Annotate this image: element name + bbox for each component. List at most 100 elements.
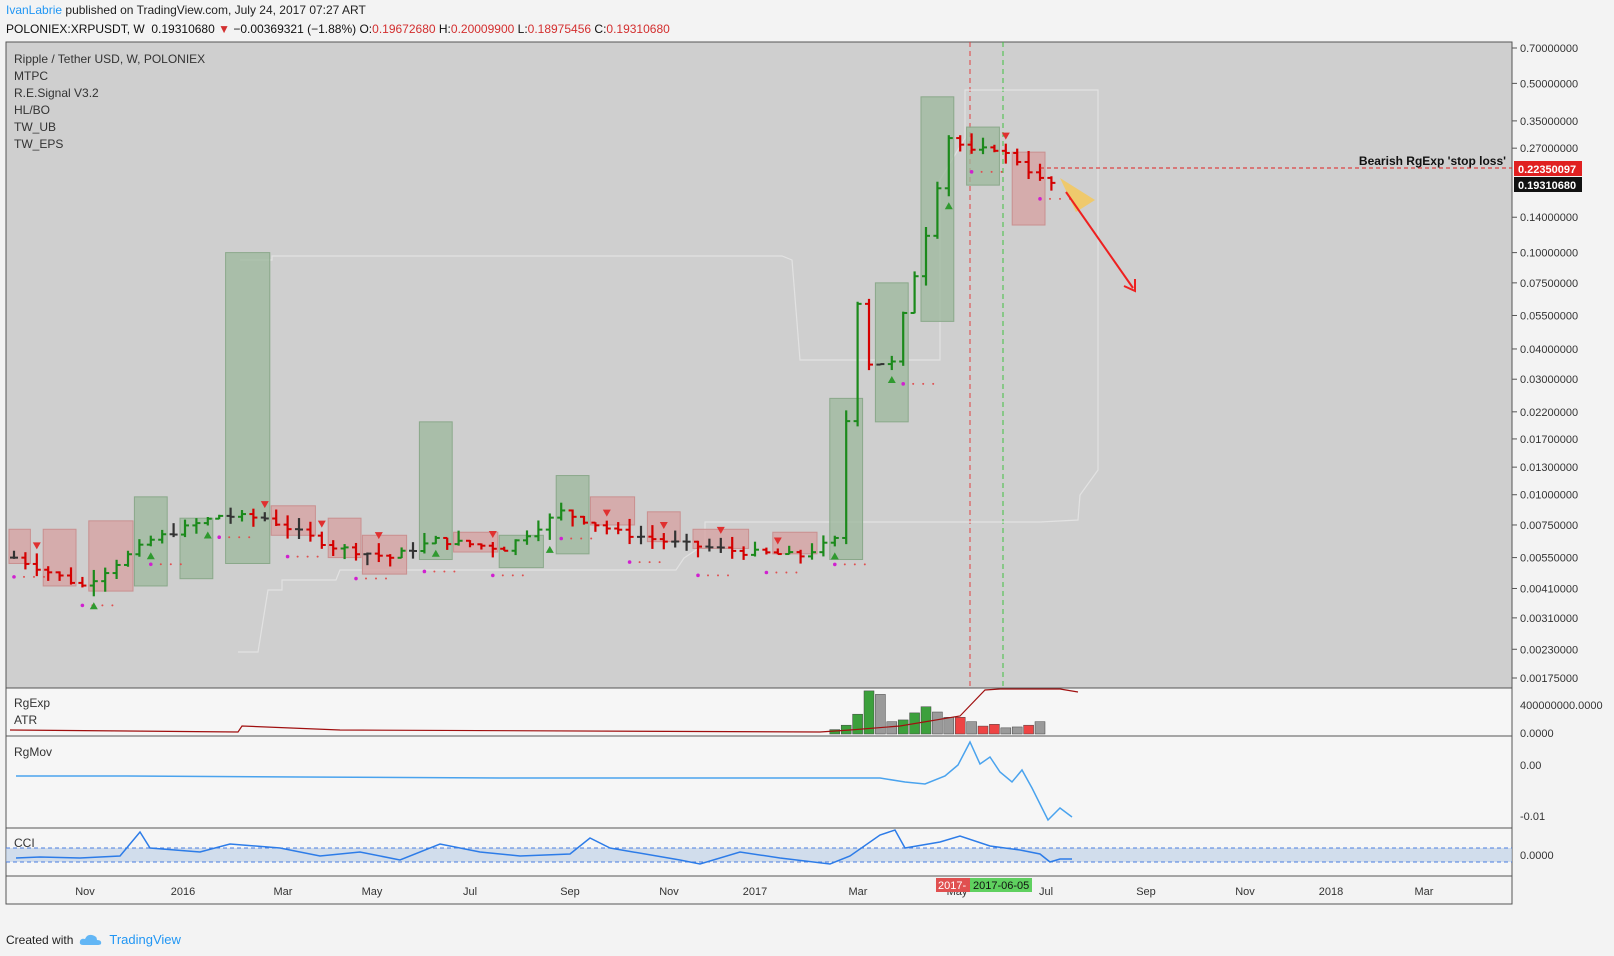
rgexp-bar (897, 719, 909, 735)
y-tick-label: 0.35000000 (1520, 116, 1578, 128)
signal-dot-trail (238, 536, 241, 539)
author-link[interactable]: IvanLabrie (6, 3, 63, 17)
signal-dot-trail (912, 382, 915, 385)
projection-arrowhead (1123, 279, 1136, 293)
y-tick-label: 0.04000000 (1520, 344, 1578, 356)
signal-dot-trail (717, 574, 719, 577)
footer: Created with TradingView (6, 932, 181, 947)
time-badge-green (970, 878, 1032, 892)
signal-dot-trail (590, 537, 593, 540)
signal-dot (696, 573, 700, 578)
signal-dot (491, 573, 495, 578)
rgmov-label: RgMov (14, 745, 52, 759)
rgexp-bar (886, 721, 898, 735)
buy-signal-marker (146, 552, 155, 560)
y-tick-label: 0.05500000 (1520, 310, 1578, 322)
signal-dot-trail (23, 575, 25, 578)
time-axis[interactable] (5, 875, 1513, 905)
time-badge-red-text: 2017- (938, 880, 966, 892)
stop-price-label: 0.22350097 (1518, 164, 1576, 176)
bullish-box (498, 534, 544, 569)
signal-dot-trail (511, 574, 514, 577)
rgexp-bar (920, 706, 932, 735)
signal-dot-trail (521, 574, 524, 577)
y-tick-label: 0.01300000 (1520, 462, 1578, 474)
stop-price-tag (1514, 161, 1582, 176)
rgexp-bar (875, 694, 886, 735)
buy-signal-marker (89, 602, 98, 610)
y-tick-label: 0.00410000 (1520, 583, 1578, 595)
rgexp-bar (863, 690, 875, 735)
open-value: 0.19672680 (372, 22, 436, 36)
change-value: −0.00369321 (−1.88%) (233, 22, 357, 36)
signal-dot-trail (169, 563, 172, 566)
rgmov-pane[interactable] (5, 735, 1513, 829)
time-badge-green-text: 2017-06-05 (973, 880, 1029, 892)
rgmov-tick-1: -0.01 (1520, 811, 1545, 823)
signal-dot-trail (648, 561, 651, 564)
signal-dot-trail (248, 536, 251, 539)
x-tick-label: Mar (274, 886, 293, 898)
rgexp-bar (989, 724, 1000, 735)
rgexp-tick-0: 400000000.0000 (1520, 700, 1603, 712)
y-tick-label: 0.07500000 (1520, 278, 1578, 290)
chart-canvas[interactable]: 0.70000000 0.50000000 0.35000000 0.27000000… (0, 30, 1614, 930)
signal-dot-trail (785, 571, 788, 574)
signal-dot-trail (863, 563, 866, 566)
signal-dot-trail (990, 170, 993, 173)
rgexp-pane[interactable] (5, 687, 1513, 737)
signal-dot (1038, 197, 1042, 201)
rgexp-bar (1011, 726, 1023, 735)
open-label: O: (359, 22, 373, 36)
signal-dot-trail (922, 382, 925, 385)
x-tick-label: 2017 (743, 886, 767, 898)
rgexp-bar (932, 711, 943, 735)
atr-label: ATR (14, 713, 37, 727)
bearish-box (589, 496, 636, 526)
rgexp-histogram (829, 690, 1046, 735)
signal-dot-trail (316, 555, 319, 558)
legend-indicator: TW_UB (14, 120, 56, 134)
high-label: H: (438, 22, 451, 36)
signal-dot-trail (658, 561, 661, 564)
signal-dot-trail (1049, 197, 1051, 200)
signal-dot-trail (443, 570, 446, 573)
projection-arrow (1065, 191, 1134, 289)
signal-dot-trail (296, 555, 299, 558)
buy-signal-marker (944, 202, 953, 210)
signal-dot-trail (707, 574, 709, 577)
ohlc-bar: POLONIEX:XRPUSDT, W 0.19310680 ▼ −0.0036… (6, 22, 670, 36)
x-tick-label: May (362, 886, 383, 898)
last-price-tag (1514, 177, 1582, 192)
time-badge-red (936, 878, 970, 892)
bearish-box (88, 520, 134, 592)
sell-signal-marker (659, 522, 668, 530)
y-tick-label: 0.14000000 (1520, 212, 1578, 224)
created-with-text: Created with (6, 932, 74, 947)
signal-dot-trail (1000, 170, 1003, 173)
signal-dot (285, 554, 290, 559)
rgexp-bar (966, 721, 977, 735)
atr-line (9, 688, 1079, 733)
y-tick-label: 0.01000000 (1520, 490, 1578, 502)
signal-dot-trail (385, 577, 387, 580)
sell-signal-marker (32, 542, 41, 550)
signal-dot-trail (638, 561, 641, 564)
published-text: published on TradingView.com, July 24, 2… (65, 3, 366, 17)
signal-dot-trail (727, 574, 729, 577)
envelope-line (238, 89, 1099, 653)
y-axis-ticks: 0.70000000 0.50000000 0.35000000 0.27000000… (1512, 43, 1578, 685)
publish-info: IvanLabrie published on TradingView.com,… (6, 3, 366, 17)
sell-signal-marker (317, 520, 326, 528)
annotation-text: Bearish RgExp 'stop loss' (1359, 154, 1506, 168)
y-tick-label: 0.27000000 (1520, 143, 1578, 155)
signal-dot-trail (775, 571, 778, 574)
signal-dot-trail (932, 382, 935, 385)
sell-signal-marker (260, 501, 269, 509)
tradingview-brand[interactable]: TradingView (109, 932, 181, 947)
signal-dot (901, 382, 905, 386)
buy-signal-marker (830, 552, 839, 560)
signal-dot-trail (306, 555, 309, 558)
sell-signal-marker (374, 532, 383, 540)
buy-signal-marker (431, 549, 440, 557)
